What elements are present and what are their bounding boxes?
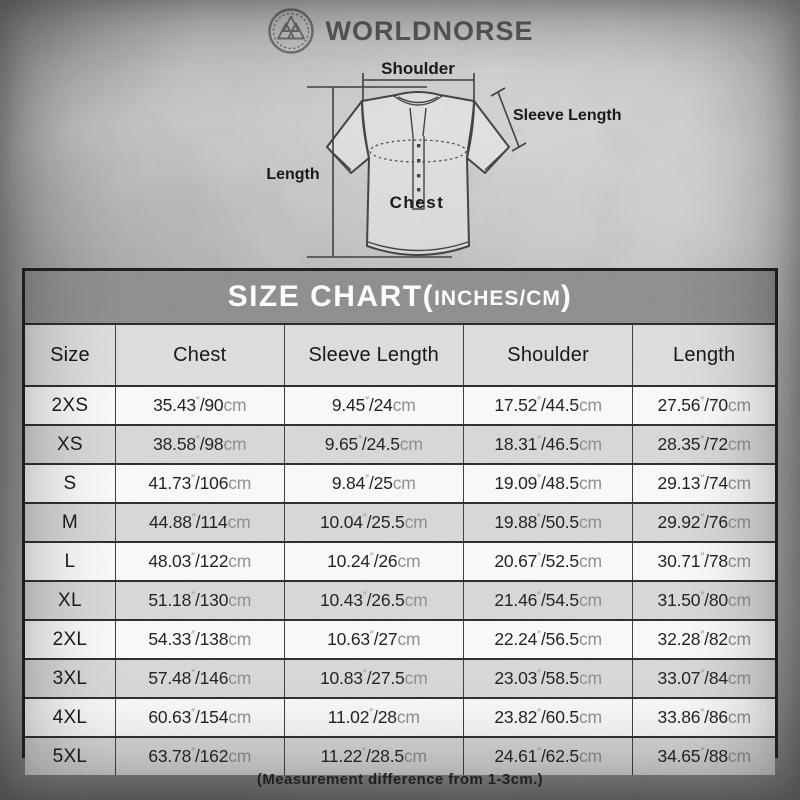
table-row: M 44.88″/114cm 10.04″/25.5cm 19.88″/50.5cm 2…	[25, 502, 775, 542]
measurement-cell: 44.88″/114cm	[114, 502, 285, 542]
title-main: SIZE CHART(	[227, 280, 435, 313]
length-label: Length	[266, 166, 320, 183]
measurement-cell: 30.71″/78cm	[632, 541, 775, 581]
measurement-cell: 57.48″/146cm	[114, 658, 285, 698]
measurement-cell: 23.03″/58.5cm	[462, 658, 633, 698]
measurement-note: (Measurement difference from 1-3cm.)	[256, 771, 544, 788]
table-row: 4XL 60.63″/154cm 11.02″/28cm 23.82″/60.5cm 3…	[25, 697, 775, 737]
measurement-cell: 17.52″/44.5cm	[462, 385, 633, 425]
measurement-cell: 24.61″/62.5cm	[462, 736, 633, 775]
measurement-cell: 10.24″/26cm	[283, 541, 464, 581]
measurement-cell: 38.58″/98cm	[114, 424, 285, 464]
valknut-logo-icon	[267, 8, 314, 54]
measurement-cell: 22.24″/56.5cm	[462, 619, 633, 659]
column-header-size: Size	[25, 325, 116, 386]
measurement-cell: 10.04″/25.5cm	[283, 502, 464, 542]
measurement-cell: 60.63″/154cm	[114, 697, 285, 737]
column-header-sleeve-length: Sleeve Length	[283, 325, 464, 386]
chest-label: Chest	[389, 193, 445, 212]
size-cell: XL	[25, 580, 116, 620]
measurement-cell: 21.46″/54.5cm	[462, 580, 633, 620]
measurement-cell: 10.63″/27cm	[283, 619, 464, 659]
measurement-cell: 51.18″/130cm	[114, 580, 285, 620]
measurement-cell: 23.82″/60.5cm	[462, 697, 633, 737]
measurement-cell: 32.28″/82cm	[632, 619, 775, 659]
table-row: XS 38.58″/98cm 9.65″/24.5cm 18.31″/46.5cm 28…	[25, 424, 775, 464]
title-close-paren: )	[560, 280, 573, 313]
size-cell: 4XL	[25, 697, 116, 737]
measurement-cell: 33.86″/86cm	[632, 697, 775, 737]
measurement-cell: 31.50″/80cm	[632, 580, 775, 620]
size-chart-title: SIZE CHART(INCHES/CM)	[25, 271, 775, 325]
measurement-cell: 10.83″/27.5cm	[283, 658, 464, 698]
column-header-chest: Chest	[114, 325, 285, 386]
column-header-shoulder: Shoulder	[462, 325, 633, 386]
measurement-cell: 41.73″/106cm	[114, 463, 285, 503]
table-row: S 41.73″/106cm 9.84″/25cm 19.09″/48.5cm 29.1…	[25, 463, 775, 503]
size-cell: M	[25, 502, 116, 542]
measurement-cell: 63.78″/162cm	[114, 736, 285, 775]
table-row: L 48.03″/122cm 10.24″/26cm 20.67″/52.5cm 30.…	[25, 541, 775, 581]
measurement-cell: 48.03″/122cm	[114, 541, 285, 581]
measurement-cell: 9.45″/24cm	[283, 385, 464, 425]
title-units: INCHES/CM	[434, 286, 561, 310]
table-row: 2XL 54.33″/138cm 10.63″/27cm 22.24″/56.5cm 3…	[25, 619, 775, 659]
measurement-cell: 19.88″/50.5cm	[462, 502, 633, 542]
measurement-cell: 35.43″/90cm	[114, 385, 285, 425]
measurement-cell: 29.92″/76cm	[632, 502, 775, 542]
column-header-length: Length	[632, 325, 775, 386]
size-cell: 5XL	[25, 736, 116, 775]
table-row: XL 51.18″/130cm 10.43″/26.5cm 21.46″/54.5cm…	[25, 580, 775, 620]
measurement-cell: 33.07″/84cm	[632, 658, 775, 698]
measurement-cell: 11.02″/28cm	[283, 697, 464, 737]
measurement-cell: 9.84″/25cm	[283, 463, 464, 503]
measurement-cell: 28.35″/72cm	[632, 424, 775, 464]
measurement-cell: 29.13″/74cm	[632, 463, 775, 503]
size-table: Size Chest Sleeve Length Shoulder Length…	[25, 325, 775, 775]
size-cell: L	[25, 541, 116, 581]
size-chart: SIZE CHART(INCHES/CM) Size Chest Sleeve …	[22, 268, 778, 775]
shoulder-label: Shoulder	[381, 59, 455, 78]
measurement-cell: 20.67″/52.5cm	[462, 541, 633, 581]
size-cell: 2XL	[25, 619, 116, 659]
measurement-cell: 54.33″/138cm	[114, 619, 285, 659]
measurement-cell: 11.22″/28.5cm	[283, 736, 464, 775]
brand-name: WORLDNORSE	[325, 15, 534, 46]
measurement-cell: 27.56″/70cm	[632, 385, 775, 425]
sleeve-length-label: Sleeve Length	[513, 107, 622, 124]
size-cell: 3XL	[25, 658, 116, 698]
size-cell: 2XS	[25, 385, 116, 425]
table-row: 3XL 57.48″/146cm 10.83″/27.5cm 23.03″/58.5c…	[25, 658, 775, 698]
size-cell: XS	[25, 424, 116, 464]
table-row: 2XS 35.43″/90cm 9.45″/24cm 17.52″/44.5cm 27.…	[25, 385, 775, 425]
size-table-body: 2XS 35.43″/90cm 9.45″/24cm 17.52″/44.5cm 27.…	[25, 385, 775, 775]
brand-header: WORLDNORSE	[0, 7, 800, 55]
size-cell: S	[25, 463, 116, 503]
measurement-cell: 10.43″/26.5cm	[283, 580, 464, 620]
measurement-cell: 18.31″/46.5cm	[462, 424, 633, 464]
header-row: Size Chest Sleeve Length Shoulder Length	[25, 325, 775, 386]
measurement-cell: 34.65″/88cm	[632, 736, 775, 775]
table-row: 5XL 63.78″/162cm 11.22″/28.5cm 24.61″/62.5c…	[25, 736, 775, 775]
measurement-cell: 9.65″/24.5cm	[283, 424, 464, 464]
measurement-cell: 19.09″/48.5cm	[462, 463, 633, 503]
